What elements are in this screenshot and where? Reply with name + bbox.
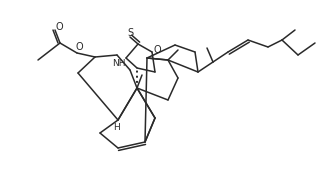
Text: O: O	[153, 45, 161, 55]
Text: NH: NH	[112, 59, 126, 67]
Text: O: O	[75, 42, 83, 52]
Text: S: S	[127, 28, 133, 38]
Text: H: H	[113, 124, 119, 132]
Text: O: O	[55, 22, 63, 32]
